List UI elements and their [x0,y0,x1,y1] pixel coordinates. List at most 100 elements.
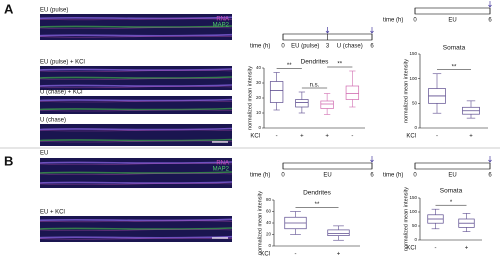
x-axis-label: KCl [406,246,416,252]
x-tick-label: + [325,134,329,140]
channel-label: RNA [216,17,229,23]
timeline-axis-label: time (h) [383,18,403,24]
neurite [39,161,233,164]
x-tick-label: - [351,134,353,140]
channel-label: MAP2 [213,167,230,173]
neurite-signal [39,129,233,132]
x-tick-label: - [435,246,437,252]
box [327,229,350,236]
x-tick-label: + [469,134,473,140]
x-axis-label: KCl [406,134,416,140]
y-tick-label: 40 [256,65,262,70]
y-tick-label: 0 [268,243,271,248]
neurite-signal [39,183,233,185]
timeline-segment-label: EU [448,18,456,24]
y-tick-label: 30 [256,80,262,85]
neurite-signal [39,18,233,21]
y-tick-label: 10 [256,110,262,115]
timeline-tick-label: 3 [326,44,330,50]
timeline-box [414,7,491,15]
x-axis-label: KCl [260,252,270,258]
image-label: EU + KCl [40,210,65,216]
timeline-segment-label: EU [448,173,456,179]
y-tick-label: 40 [266,220,272,225]
y-tick-label: 60 [266,209,272,214]
neurite [39,218,233,222]
neurite [39,76,233,79]
neurite-signal [39,237,233,240]
panel-label: B [4,153,13,168]
y-tick-label: 50 [412,223,418,228]
channel-label: RNA [216,161,229,167]
neurite-signal [39,173,233,175]
timeline-tick-label: 0 [281,44,285,50]
neurite [39,127,233,131]
timeline-arrow [370,27,374,34]
neurite-signal [39,100,233,103]
neurite [39,25,233,28]
significance-label: * [450,200,453,206]
timeline-axis-label: time (h) [250,173,270,179]
timeline-tick-label: 0 [281,173,285,179]
neurite [39,171,233,174]
neurite [39,84,233,87]
timeline-arrow [488,156,492,163]
y-tick-label: 100 [409,76,417,81]
y-tick-label: 20 [266,232,272,237]
y-axis-label: normalized mean intensity [247,66,253,130]
neurite [39,181,233,184]
panel-label: A [4,1,14,16]
timeline-axis-label: time (h) [250,44,270,50]
y-tick-label: 150 [409,51,417,56]
neurite [39,138,233,142]
chart-title: Somata [443,45,466,52]
chart-title: Somata [440,188,463,195]
y-tick-label: 80 [266,197,272,202]
timeline-segment-label: EU (pulse) [291,44,319,50]
significance-label: ** [452,64,457,70]
image-label: EU [40,151,48,157]
x-tick-label: + [465,246,469,252]
timeline-arrow [488,1,492,8]
timeline-tick-label: 6 [370,44,374,50]
neurite-signal [39,163,233,165]
micrograph [40,96,232,114]
x-tick-label: - [436,134,438,140]
neurite [39,235,233,239]
timeline-tick-label: 0 [413,173,417,179]
timeline-tick-label: 6 [488,18,492,24]
box [269,81,284,103]
timeline-segment-label: EU [323,173,331,179]
neurite-signal [39,70,233,72]
image-label: EU (pulse) [40,8,68,14]
neurite [39,98,233,102]
y-tick-label: 20 [256,95,262,100]
timeline-box [282,162,373,170]
x-tick-label: - [295,252,297,258]
neurite [39,16,233,20]
timeline-box [414,162,491,170]
y-tick-label: 0 [414,237,417,242]
box [320,100,334,109]
significance-label: ** [315,202,320,208]
timeline-axis-label: time (h) [383,173,403,179]
x-tick-label: + [300,134,304,140]
timeline-tick-label: 0 [413,18,417,24]
y-tick-label: 0 [258,125,261,130]
neurite-signal [39,86,233,88]
timeline-tick-label: 6 [370,173,374,179]
neurite-signal [39,109,233,112]
micrograph [40,124,232,146]
chart-title: Dendrites [301,59,330,66]
x-tick-label: + [337,252,341,258]
neurite-signal [39,78,233,80]
timeline-segment-label: U (chase) [337,44,363,50]
box [295,99,309,108]
timeline-arrow [370,156,374,163]
y-tick-label: 0 [414,125,417,130]
y-tick-label: 50 [412,101,418,106]
significance-label: ** [337,62,342,68]
x-tick-label: - [276,134,278,140]
x-axis-label: KCl [250,134,260,140]
